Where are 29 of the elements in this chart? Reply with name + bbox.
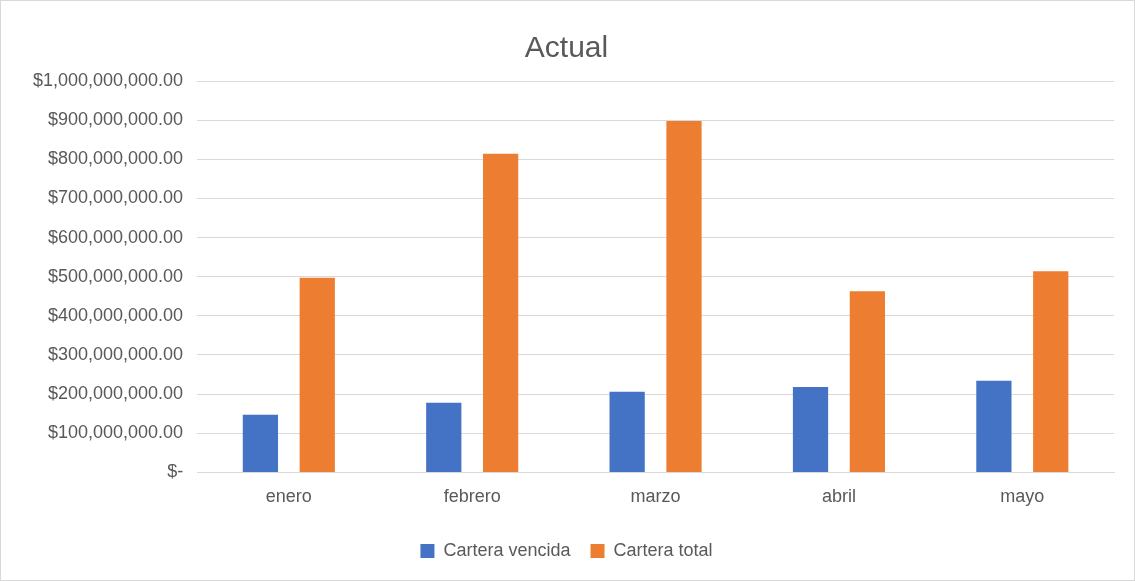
bar [1033,271,1069,472]
bar [609,391,645,472]
x-tick-label: marzo [630,486,681,507]
y-tick-label: $100,000,000.00 [48,422,184,443]
y-tick-label: $200,000,000.00 [48,383,184,404]
bar [666,120,702,472]
y-tick-label: $- [167,461,184,482]
legend-label: Cartera vencida [443,539,572,560]
y-tick-label: $700,000,000.00 [48,187,184,208]
x-tick-label: enero [265,486,312,507]
bar [849,291,885,472]
x-tick-label: abril [821,486,856,507]
y-tick-label: $400,000,000.00 [48,304,184,325]
y-tick-label: $800,000,000.00 [48,148,184,169]
y-tick-label: $300,000,000.00 [48,343,184,364]
x-tick-label: mayo [1000,486,1045,507]
y-tick-label: $1,000,000,000.00 [32,69,184,90]
y-tick-label: $600,000,000.00 [48,226,184,247]
bar [299,277,335,472]
legend-label: Cartera total [613,539,713,560]
bar [242,414,279,472]
bar [426,402,462,472]
y-tick-label: $500,000,000.00 [48,265,184,286]
bar [483,153,519,472]
bar [792,387,829,472]
x-tick-label: febrero [443,486,501,507]
y-tick-label: $900,000,000.00 [48,109,184,130]
bar [976,380,1012,472]
chart-title: Actual [524,30,609,64]
